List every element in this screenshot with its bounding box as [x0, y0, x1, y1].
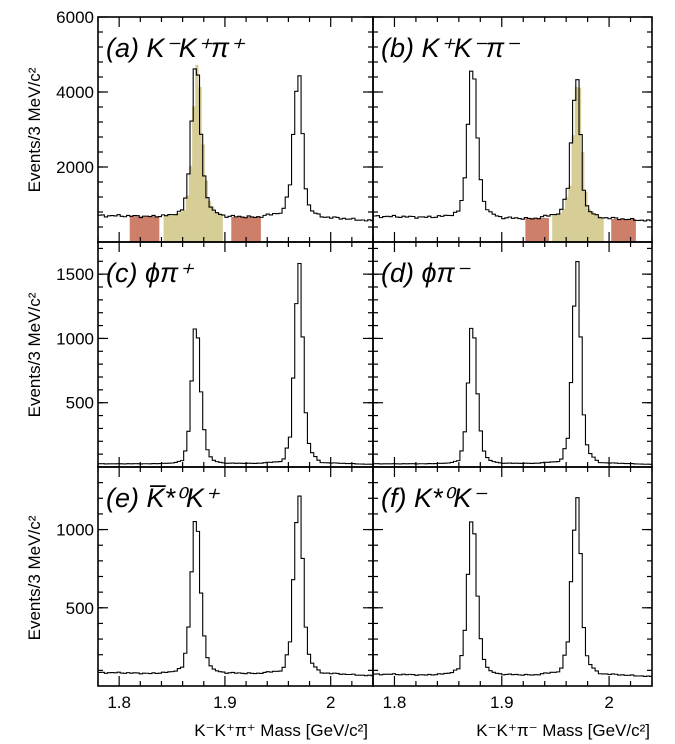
panel-label-d: (d) ϕπ⁻: [381, 258, 471, 288]
x-axis-title-left: K⁻K⁺π⁺ Mass [GeV/c²]: [194, 721, 368, 740]
panel-label-f: (f) K*⁰K⁻: [381, 483, 487, 513]
x-tick-label: 1.8: [383, 693, 407, 712]
y-tick-label: 1000: [56, 329, 94, 348]
y-tick-label: 6000: [56, 8, 94, 27]
histogram-series: [373, 260, 652, 465]
panel-d: (d) ϕπ⁻: [372, 241, 653, 468]
y-tick-label: 1500: [56, 265, 94, 284]
panels-layer: 2000 4000 6000 (a) K⁻K⁺π⁺ (b) K⁺K⁻π⁻ 500 1000 1…: [56, 8, 653, 712]
band-signal: [552, 87, 604, 242]
panel-b: (b) K⁺K⁻π⁻: [372, 16, 653, 243]
y-tick-label: 4000: [56, 83, 94, 102]
histogram-series: [98, 495, 373, 677]
x-tick-label: 1.8: [107, 693, 131, 712]
panel-label-b: (b) K⁺K⁻π⁻: [381, 33, 520, 63]
x-tick-label: 2: [326, 693, 335, 712]
panel-label-a: (a) K⁻K⁺π⁺: [106, 33, 245, 63]
y-tick-label: 500: [66, 599, 94, 618]
x-axis-title-right: K⁻K⁺π⁻ Mass [GeV/c²]: [476, 721, 650, 740]
x-tick-label: 2: [604, 693, 613, 712]
panel-c: 500 1000 1500 (c) ϕπ⁺: [56, 241, 374, 468]
panel-e: 500 1000 1.8 1.9 2 (e) K̅*⁰K⁺: [56, 466, 374, 712]
band-sideband-low: [129, 216, 160, 242]
panel-label-e: (e) K̅*⁰K⁺: [106, 483, 220, 513]
x-tick-label: 1.9: [213, 693, 237, 712]
histogram-series: [373, 497, 652, 678]
y-axis-title-middle: Events/3 MeV/c²: [25, 292, 44, 417]
y-axis-title-top: Events/3 MeV/c²: [25, 67, 44, 192]
band-sideband-low: [525, 218, 549, 242]
y-axis-title-bottom: Events/3 MeV/c²: [25, 515, 44, 640]
histogram-series: [98, 262, 373, 465]
histogram-series: [98, 68, 373, 222]
y-tick-label: 1000: [56, 521, 94, 540]
x-tick-label: 1.9: [490, 693, 514, 712]
histogram-series: [373, 70, 652, 222]
panel-f: 1.8 1.9 2 (f) K*⁰K⁻: [372, 466, 653, 712]
panel-a: 2000 4000 6000 (a) K⁻K⁺π⁺: [56, 8, 374, 243]
y-tick-label: 500: [66, 394, 94, 413]
y-tick-label: 2000: [56, 158, 94, 177]
band-sideband-high: [611, 219, 636, 242]
panel-label-c: (c) ϕπ⁺: [106, 258, 194, 288]
